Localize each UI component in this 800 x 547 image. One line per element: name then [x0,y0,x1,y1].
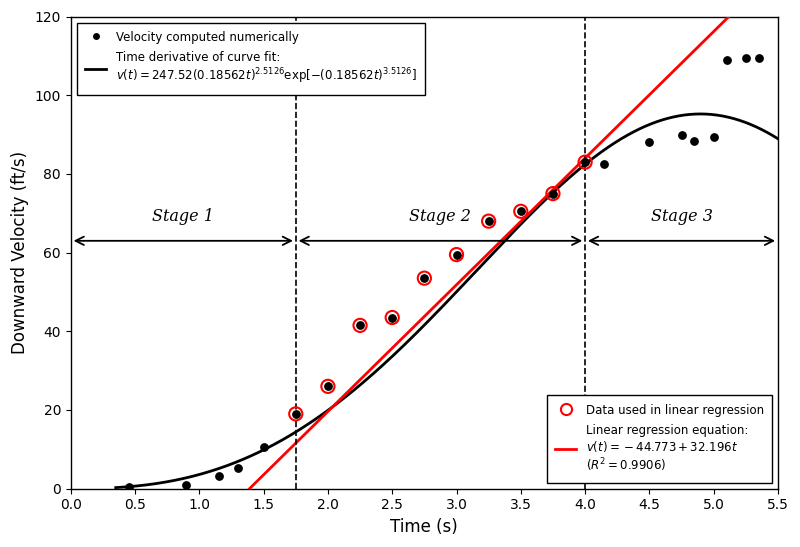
Point [578,158,591,166]
Text: Stage 3: Stage 3 [650,208,713,225]
Point [450,250,463,259]
Point [322,382,334,391]
Point [290,410,302,418]
Point [122,482,135,491]
Point [180,480,193,489]
Y-axis label: Downward Velocity (ft/s): Downward Velocity (ft/s) [11,151,29,354]
Point [688,136,701,145]
Text: Stage 1: Stage 1 [152,208,214,225]
Point [450,250,463,259]
Point [354,321,366,330]
Point [290,410,302,418]
Text: Stage 2: Stage 2 [410,208,471,225]
Point [418,274,430,283]
Point [231,464,244,473]
Point [578,158,591,166]
Point [482,217,495,225]
Legend: Data used in linear regression, Linear regression equation:
$v(t)=-44.773+32.196: Data used in linear regression, Linear r… [546,395,772,482]
Point [546,189,559,198]
Point [720,55,733,64]
Point [752,54,765,62]
Point [258,443,270,452]
Point [212,472,225,480]
Point [598,160,610,168]
Point [418,274,430,283]
Point [707,132,720,141]
Point [322,382,334,391]
Point [546,189,559,198]
Point [386,313,398,322]
Point [739,54,752,62]
Point [354,321,366,330]
Point [514,207,527,216]
Point [386,313,398,322]
Point [514,207,527,216]
Point [643,138,656,147]
Point [675,130,688,139]
X-axis label: Time (s): Time (s) [390,518,458,536]
Point [482,217,495,225]
